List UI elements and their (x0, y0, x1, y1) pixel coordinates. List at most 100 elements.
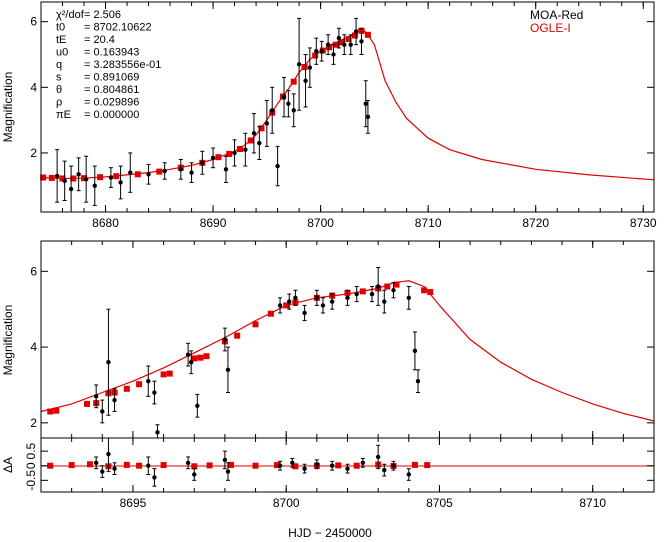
moa-point (382, 299, 387, 304)
x-axis-label: HJD − 2450000 (288, 526, 372, 540)
moa-point (225, 367, 231, 373)
middle-data-points (47, 267, 434, 439)
moa-point (412, 348, 418, 354)
moa-point (162, 168, 167, 174)
moa-point (375, 284, 381, 289)
moa-point (222, 337, 228, 342)
ogle-point (160, 371, 167, 378)
moa-point (92, 183, 97, 188)
ogle-point (421, 287, 428, 294)
moa-point (106, 451, 111, 457)
ogle-point (191, 355, 198, 362)
ogle-point (48, 174, 55, 181)
moa-point (291, 108, 296, 113)
moa-point (365, 114, 371, 120)
param-value: = 3.283556e-01 (84, 59, 161, 71)
top-frame (40, 1, 655, 213)
ogle-point (87, 461, 93, 468)
residual-data-points (47, 437, 431, 487)
legend-moa: MOA-Red (530, 8, 583, 22)
moa-point (68, 186, 74, 192)
moa-point (128, 170, 133, 175)
ogle-point (206, 462, 213, 469)
ogle-point (258, 125, 265, 132)
ogle-point (301, 64, 308, 70)
moa-point (290, 460, 295, 466)
moa-point (93, 460, 99, 466)
ogle-point (411, 461, 418, 468)
moa-point (112, 397, 117, 403)
legend-ogle: OGLE-I (530, 21, 571, 35)
y-tick-label: -0.5 (24, 470, 38, 491)
moa-point (275, 163, 280, 169)
moa-point (146, 463, 151, 468)
moa-point (354, 291, 359, 297)
moa-point (319, 49, 324, 54)
moa-point (152, 475, 157, 480)
ogle-point (136, 381, 143, 388)
param-key: χ²/dof (56, 9, 85, 21)
ogle-point (113, 173, 120, 180)
y-tick-label: 6 (30, 15, 37, 29)
moa-point (232, 150, 237, 156)
ogle-point (160, 462, 167, 469)
param-value: = 0.029896 (84, 97, 139, 109)
ogle-point (215, 154, 222, 161)
moa-point (257, 140, 262, 146)
moa-point (62, 178, 67, 184)
moa-point (112, 466, 117, 471)
moa-point (76, 172, 81, 177)
param-value: = 20.4 (84, 34, 115, 46)
moa-point (293, 295, 298, 301)
ogle-point (166, 370, 173, 377)
ogle-point (234, 332, 241, 339)
moa-point (270, 108, 275, 113)
x-tick-label: 8695 (120, 496, 147, 510)
param-value: = 0.000000 (84, 109, 139, 121)
moa-point (302, 466, 307, 471)
ogle-point (267, 310, 274, 317)
moa-point (406, 472, 411, 477)
ogle-point (68, 462, 75, 469)
moa-point (185, 460, 191, 466)
ogle-point (191, 463, 198, 470)
moa-point (363, 101, 368, 106)
moa-point (286, 101, 291, 106)
moa-point (146, 172, 151, 177)
moa-point (391, 288, 396, 293)
middle-axes: 2 4 6 (30, 241, 654, 438)
moa-point (391, 463, 396, 468)
ogle-point (97, 174, 104, 181)
x-tick-label: 8730 (630, 216, 657, 230)
y-tick-label: 0 (24, 462, 38, 469)
ogle-point (353, 462, 360, 469)
x-tick-label: 8700 (273, 496, 300, 510)
param-key: u0 (56, 47, 68, 59)
middle-frame (40, 240, 655, 439)
param-key: πE (56, 109, 71, 121)
residual-axes: 8695 8700 8705 8710 0.5 0-0.5 (24, 438, 654, 510)
ogle-point (384, 283, 391, 290)
y-tick-label: 6 (30, 264, 37, 278)
ogle-point (283, 302, 290, 309)
ogle-point (226, 150, 233, 157)
moa-point (287, 299, 292, 304)
x-tick-label: 8705 (426, 496, 453, 510)
ogle-point (53, 407, 60, 414)
param-value: = 0.891069 (84, 72, 139, 84)
ogle-point (359, 288, 366, 295)
moa-point (54, 173, 60, 179)
param-value: = 8702.10622 (84, 22, 152, 34)
moa-point (406, 295, 411, 301)
moa-point (222, 457, 228, 463)
moa-point (118, 180, 123, 185)
y-tick-label: 2 (30, 416, 37, 430)
moa-point (243, 147, 248, 152)
ogle-point (247, 137, 254, 144)
ogle-point (424, 462, 431, 469)
param-key: θ (56, 84, 62, 96)
ogle-point (136, 462, 143, 469)
param-key: s (56, 72, 62, 84)
ogle-point (47, 408, 54, 415)
